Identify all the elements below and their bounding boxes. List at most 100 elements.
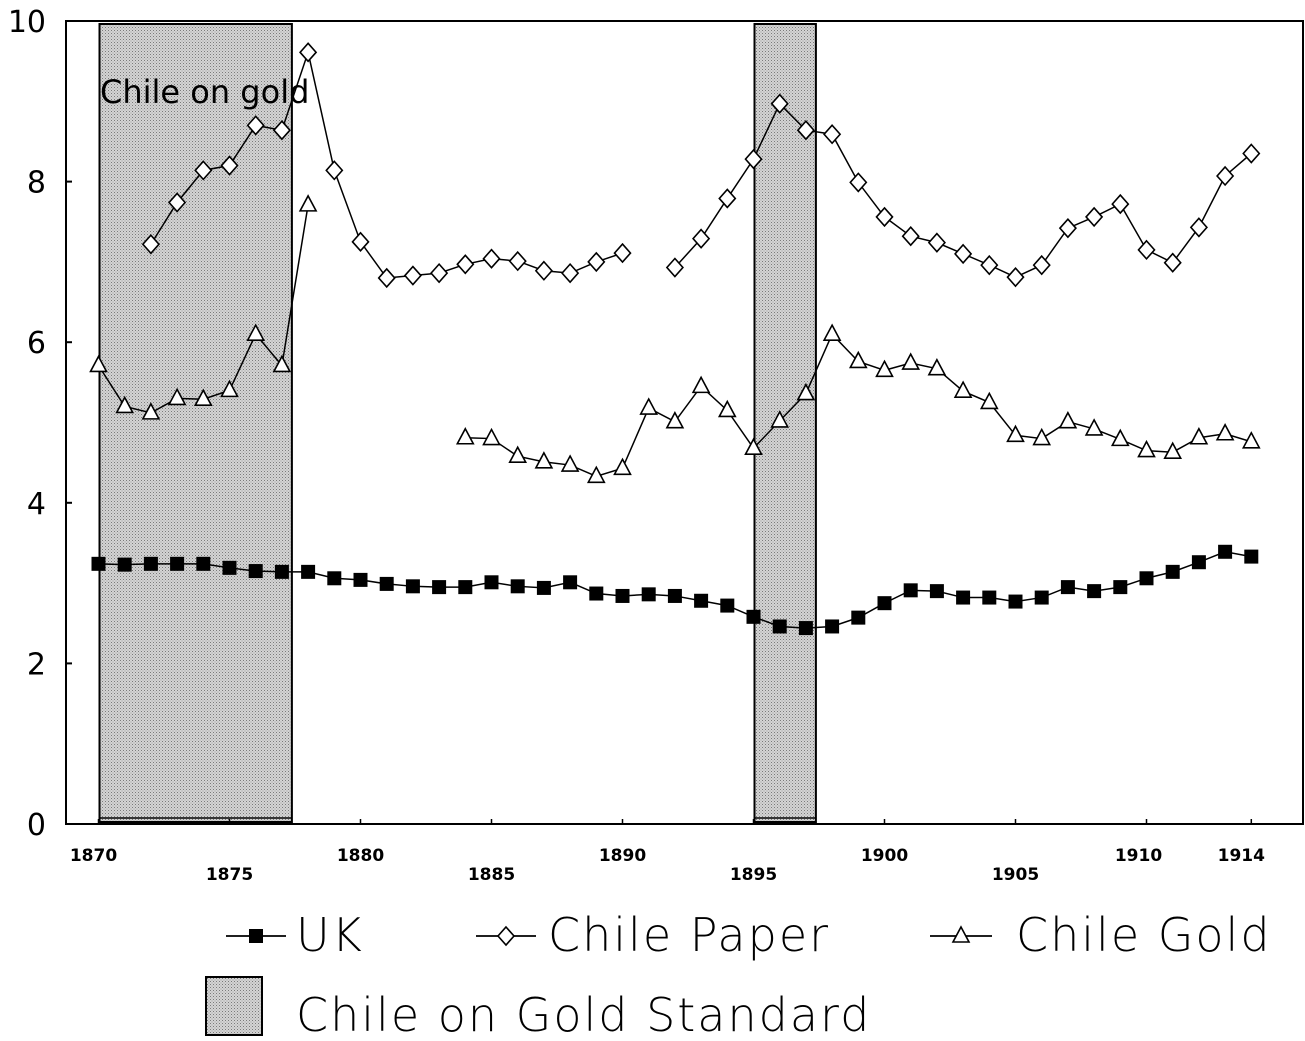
data-point xyxy=(141,234,160,255)
data-point xyxy=(220,155,239,176)
data-point xyxy=(796,382,816,401)
legend: UK Chile Paper Chile Gold Chile on Gold Sta… xyxy=(205,908,1272,1041)
legend-marker xyxy=(249,929,263,943)
data-point xyxy=(744,437,763,455)
data-point xyxy=(1216,165,1235,187)
data-point xyxy=(849,172,868,193)
x-tick-label: 1880 xyxy=(337,846,384,866)
legend-item-4: Chile on Gold Standard xyxy=(205,976,871,1041)
legend-marker xyxy=(951,925,971,943)
data-point xyxy=(720,598,735,613)
data-point xyxy=(979,391,999,410)
data-point xyxy=(508,445,528,464)
series-chile-paper xyxy=(141,42,1261,289)
y-tick-label: 2 xyxy=(27,647,46,682)
data-point xyxy=(823,124,842,145)
data-point xyxy=(534,260,553,281)
data-point xyxy=(170,556,185,571)
legend-label: Chile Gold xyxy=(1016,908,1272,962)
data-point xyxy=(117,557,132,572)
data-point xyxy=(956,590,971,605)
legend-label: Chile Paper xyxy=(548,908,830,962)
x-tick-label: 1914 xyxy=(1218,846,1265,866)
data-point xyxy=(770,93,789,114)
data-point xyxy=(536,580,551,595)
data-point xyxy=(89,354,108,373)
data-point xyxy=(1113,580,1128,595)
data-point xyxy=(1163,252,1182,273)
data-point xyxy=(848,350,868,369)
data-point xyxy=(717,399,737,418)
data-point xyxy=(482,248,501,269)
data-point xyxy=(351,231,370,253)
data-point xyxy=(1244,549,1259,564)
data-point xyxy=(455,427,475,445)
data-point xyxy=(1085,206,1104,228)
data-point xyxy=(430,262,449,284)
data-point xyxy=(1058,410,1078,429)
data-point xyxy=(299,42,318,63)
data-point xyxy=(1137,239,1156,261)
data-point xyxy=(901,225,920,247)
data-point xyxy=(692,228,711,249)
data-point xyxy=(141,402,161,420)
legend-marker xyxy=(496,925,516,947)
x-tick-label: 1905 xyxy=(992,865,1039,885)
data-point xyxy=(1189,427,1209,445)
data-point xyxy=(403,265,422,286)
data-point xyxy=(353,572,368,587)
data-point xyxy=(875,206,894,228)
legend-label: Chile on Gold Standard xyxy=(296,988,871,1041)
data-point xyxy=(772,619,787,634)
data-point xyxy=(167,387,187,406)
data-point xyxy=(744,148,763,170)
data-point xyxy=(980,254,999,276)
data-point xyxy=(143,556,158,571)
data-point xyxy=(1110,428,1130,447)
data-point xyxy=(1139,571,1154,586)
data-point xyxy=(560,454,580,472)
data-point xyxy=(667,588,682,603)
data-point xyxy=(1032,427,1052,446)
data-point xyxy=(718,188,737,209)
data-point xyxy=(510,579,525,594)
data-point xyxy=(927,232,946,253)
data-point xyxy=(298,194,318,212)
data-point xyxy=(482,427,501,446)
data-point xyxy=(168,192,187,213)
data-point xyxy=(563,575,578,590)
data-point xyxy=(615,588,630,603)
data-point xyxy=(877,596,892,611)
data-point xyxy=(377,267,396,289)
data-point xyxy=(1087,584,1102,599)
series-chile-gold xyxy=(89,194,1261,484)
data-point xyxy=(770,410,790,428)
data-point xyxy=(1241,431,1261,449)
data-point xyxy=(272,354,292,373)
data-point xyxy=(613,242,632,264)
data-point xyxy=(534,451,554,469)
data-point xyxy=(825,619,840,634)
data-point xyxy=(1242,143,1261,164)
series-layer xyxy=(89,42,1261,636)
y-tick-label: 6 xyxy=(27,326,46,361)
data-point xyxy=(248,564,263,579)
data-point xyxy=(325,160,344,181)
plot-frame xyxy=(65,20,1304,825)
data-point xyxy=(220,379,239,398)
data-point xyxy=(953,380,973,398)
data-point xyxy=(1008,594,1023,609)
data-point xyxy=(194,160,213,181)
data-point xyxy=(405,579,420,594)
data-point xyxy=(1058,217,1077,239)
y-axis: 0 2 4 6 8 10 xyxy=(8,5,72,843)
gold-standard-periods xyxy=(98,23,817,823)
data-point xyxy=(1006,424,1025,443)
data-point xyxy=(903,583,918,598)
y-tick-label: 8 xyxy=(27,166,46,201)
data-point xyxy=(115,395,135,414)
data-point xyxy=(796,120,815,141)
data-point xyxy=(822,323,842,341)
data-point xyxy=(982,590,997,605)
